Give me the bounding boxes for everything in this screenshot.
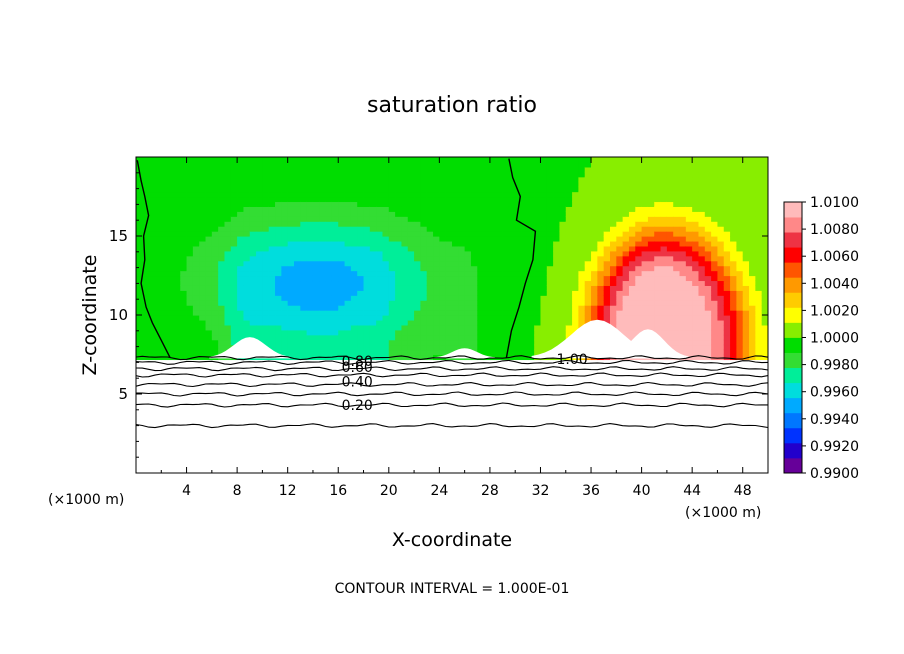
saturation-field	[136, 157, 768, 361]
colorbar-label: 0.9920	[810, 439, 859, 455]
contour-line	[136, 381, 768, 388]
colorbar-swatch	[784, 412, 802, 429]
contour-labels: 0.800.600.40 0.20 1.00	[342, 352, 588, 414]
x-tick-label: 16	[329, 483, 347, 499]
x-tick-label: 8	[233, 483, 242, 499]
contour-label: 0.80	[342, 354, 373, 370]
contour-line-1-00-left	[136, 160, 171, 359]
contour-label: 0.40	[342, 374, 373, 390]
x-tick-label: 32	[532, 483, 550, 499]
colorbar-swatch	[784, 202, 802, 218]
contour-line-1-00-mid	[505, 158, 537, 358]
contour-line	[136, 366, 768, 372]
chart-title: saturation ratio	[367, 93, 537, 118]
colorbar-swatch	[784, 307, 802, 323]
contour-label: 0.20	[342, 398, 373, 414]
cloud-top	[607, 329, 689, 359]
x-tick-label: 48	[734, 483, 752, 499]
contour-label: 1.00	[557, 352, 588, 368]
colorbar-swatch	[784, 337, 802, 353]
x-axis-label: X-coordinate	[392, 529, 512, 551]
colorbar-label: 1.0020	[810, 303, 859, 319]
x-axis-unit-right: (×1000 m)	[685, 505, 761, 521]
x-tick-label: 40	[633, 483, 651, 499]
colorbar-swatch	[784, 292, 802, 308]
colorbar-swatch	[784, 322, 802, 338]
y-axis: 5 10 15	[109, 172, 768, 458]
colorbar-label: 0.9900	[810, 466, 859, 482]
colorbar-swatch	[784, 457, 802, 474]
colorbar-swatch	[784, 397, 802, 414]
y-tick-label: 10	[109, 306, 128, 324]
cloud-top	[209, 337, 291, 359]
colorbar-label: 1.0040	[810, 276, 859, 292]
y-tick-label: 5	[118, 385, 128, 403]
x-tick-label: 36	[582, 483, 600, 499]
x-tick-label: 44	[683, 483, 701, 499]
contour-label: 0.60	[342, 360, 373, 376]
x-tick-label: 24	[430, 483, 448, 499]
cloud-top	[434, 348, 495, 359]
x-tick-label: 28	[481, 483, 499, 499]
colorbar-swatch	[784, 262, 802, 278]
contour-interval-note: CONTOUR INTERVAL = 1.000E-01	[335, 581, 570, 597]
colorbar-label: 0.9980	[810, 358, 859, 374]
y-tick-label: 15	[109, 227, 128, 245]
x-tick-label: 20	[380, 483, 398, 499]
colorbar: 1.0100 1.0080 1.0060 1.0040 1.0020 1.0000 0.99…	[783, 195, 859, 482]
contour-line	[136, 355, 768, 361]
colorbar-swatch	[784, 217, 802, 233]
colorbar-swatch	[784, 232, 802, 248]
colorbar-label: 0.9960	[810, 385, 859, 401]
colorbar-swatch	[784, 442, 802, 459]
colorbar-label: 1.0000	[810, 331, 859, 347]
x-tick-label: 12	[279, 483, 297, 499]
colorbar-label: 0.9940	[810, 412, 859, 428]
colorbar-swatch	[784, 367, 802, 384]
contour-line	[136, 391, 768, 397]
x-axis-unit-left: (×1000 m)	[48, 492, 124, 508]
contour-line	[136, 359, 768, 365]
contour-line	[136, 402, 768, 408]
colorbar-label: 1.0060	[810, 249, 859, 265]
contour-lines	[136, 158, 768, 429]
y-axis-label: Z-coordinate	[79, 255, 101, 376]
colorbar-swatch	[784, 427, 802, 444]
colorbar-swatch	[784, 247, 802, 263]
colorbar-swatch	[784, 277, 802, 293]
colorbar-label: 1.0100	[810, 195, 859, 211]
x-axis: 4 8 12 16 20 24 28 32 36 40 44 48	[160, 157, 752, 499]
colorbar-label: 1.0080	[810, 222, 859, 238]
contour-line	[136, 372, 768, 378]
x-tick-label: 4	[182, 483, 191, 499]
contour-line	[136, 423, 768, 429]
colorbar-swatch	[784, 352, 802, 369]
colorbar-swatch	[784, 382, 802, 399]
